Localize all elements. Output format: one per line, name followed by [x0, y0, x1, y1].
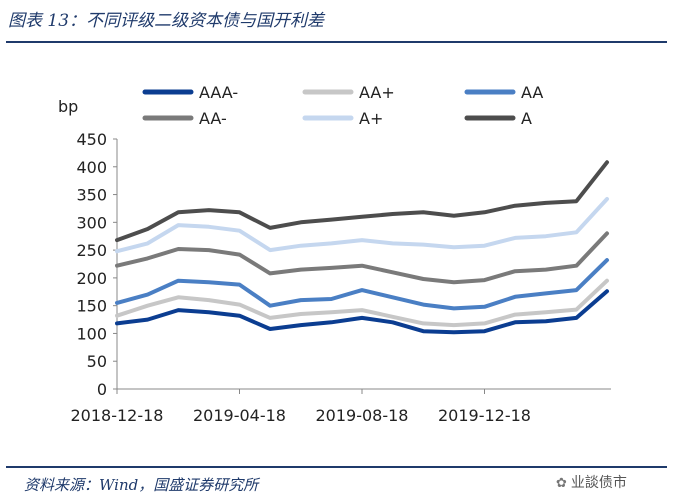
spread-line-chart: AAA- AA+ AA AA- A+ A bp 0 50 100 150 200 250 300 350…: [58, 83, 611, 425]
legend-label: A: [521, 109, 532, 128]
y-tick-label: 0: [97, 380, 107, 399]
x-tick-label: 2019-12-18: [438, 406, 531, 425]
legend-label: A+: [359, 109, 383, 128]
footer-divider: [6, 466, 667, 468]
watermark-text: 业談债市: [570, 475, 627, 491]
y-tick-label: 450: [76, 130, 107, 149]
y-tick-label: 150: [76, 297, 107, 316]
y-tick-label: 350: [76, 186, 107, 205]
y-tick-label: 50: [87, 352, 107, 371]
legend-label: AA+: [359, 83, 395, 102]
series-line-aaaminus: [115, 289, 609, 335]
y-tick-label: 200: [76, 269, 107, 288]
series-line-aplus: [115, 197, 609, 254]
wechat-icon: ✿: [556, 476, 567, 491]
y-tick-label: 400: [76, 158, 107, 177]
series-line-aa: [115, 258, 609, 311]
legend-label: AA: [521, 83, 543, 102]
series-line-aaminus: [115, 231, 609, 285]
legend-label: AAA-: [199, 83, 238, 102]
series-layer: [115, 160, 609, 335]
watermark: ✿ 业談债市: [556, 472, 627, 492]
legend-label: AA-: [199, 109, 227, 128]
y-tick-label: 300: [76, 213, 107, 232]
x-tick-label: 2018-12-18: [71, 406, 164, 425]
chart-axes: 0 50 100 150 200 250 300 350 400 450 2018-12-18 201…: [71, 130, 611, 425]
chart-legend: AAA- AA+ AA AA- A+ A: [142, 83, 543, 128]
series-line-a: [115, 160, 609, 243]
source-note: 资料来源：Wind，国盛证券研究所: [24, 476, 259, 494]
figure-title: 图表 13：不同评级二级资本债与国开利差: [8, 11, 325, 31]
x-tick-label: 2019-04-18: [193, 406, 286, 425]
series-line-aaplus: [115, 278, 609, 328]
y-tick-label: 250: [76, 241, 107, 260]
x-tick-label: 2019-08-18: [316, 406, 409, 425]
title-divider: [6, 41, 667, 43]
y-tick-label: 100: [76, 324, 107, 343]
y-axis-label: bp: [58, 97, 78, 116]
